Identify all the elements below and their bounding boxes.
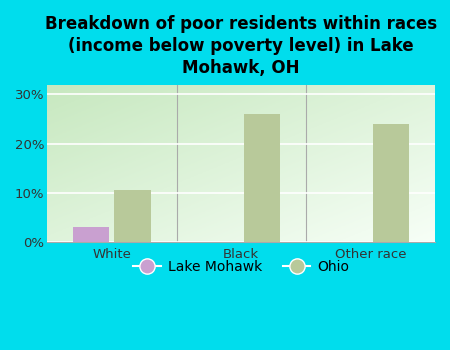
Bar — [73, 227, 109, 242]
Legend: Lake Mohawk, Ohio: Lake Mohawk, Ohio — [127, 254, 355, 279]
Bar — [244, 114, 280, 242]
Title: Breakdown of poor residents within races
(income below poverty level) in Lake
Mo: Breakdown of poor residents within races… — [45, 15, 437, 77]
Bar — [373, 124, 409, 242]
Bar — [114, 190, 151, 242]
